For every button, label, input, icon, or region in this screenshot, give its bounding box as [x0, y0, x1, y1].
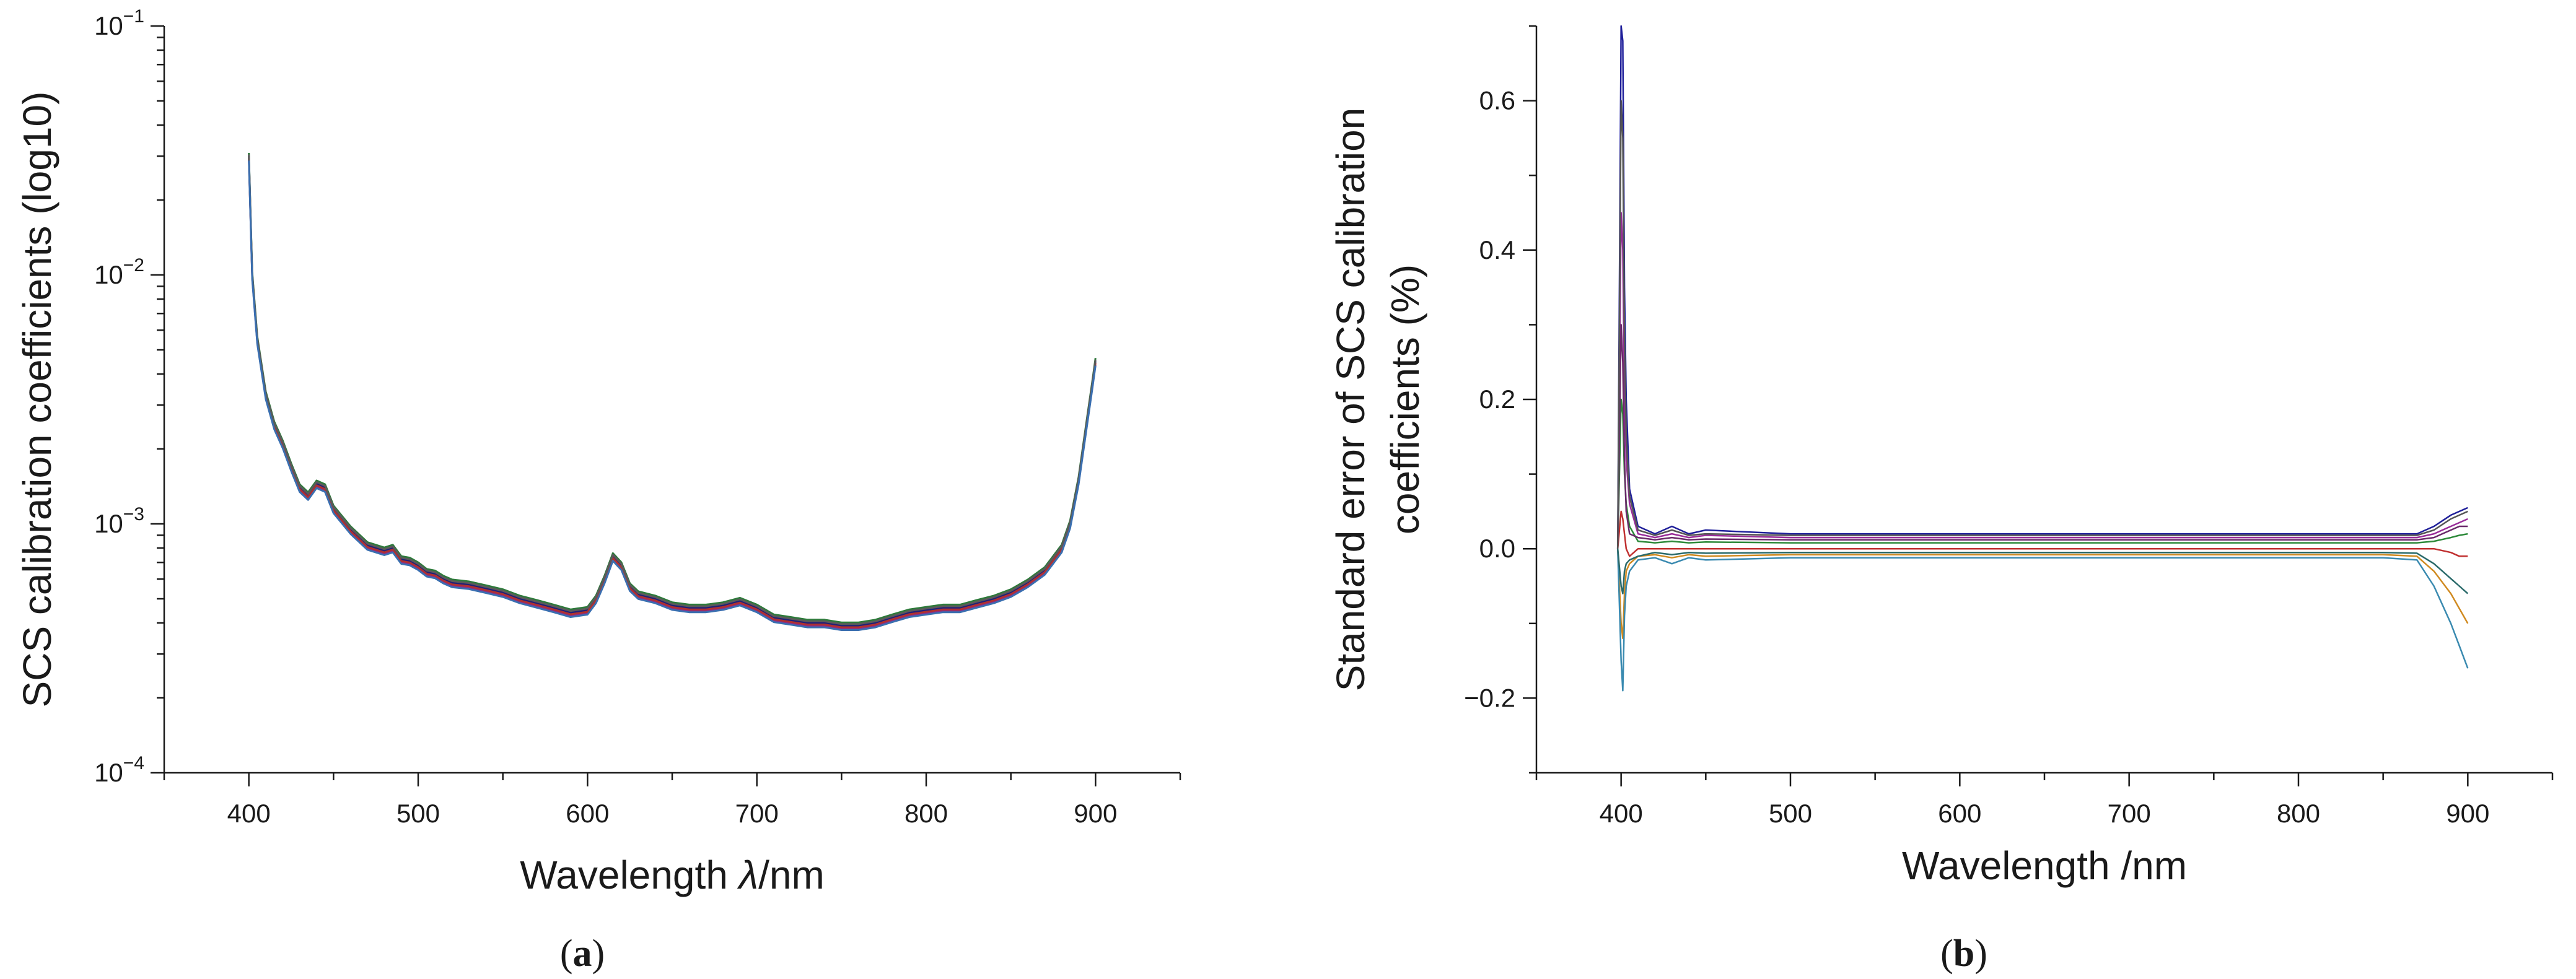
panel-b-y-axis-title-line2: coefficients (%): [1383, 264, 1427, 534]
panel-b-series-line: [1616, 25, 2468, 549]
panel-a-x-tick-label: 700: [735, 799, 779, 828]
panel-a-series-line: [248, 159, 1097, 630]
panel-b-series-line: [1616, 324, 2468, 549]
panel-a-series-line: [248, 160, 1097, 631]
panel-b-x-axis-title: Wavelength /nm: [1902, 843, 2187, 888]
panel-b-series-line: [1616, 510, 2468, 557]
panel-b-series-line: [1616, 212, 2468, 549]
panel-b-y-tick-label: 0.4: [1479, 235, 1515, 264]
panel-b-y-tick-label: 0.6: [1479, 86, 1515, 115]
panel-b-x-tick-label: 500: [1769, 799, 1812, 828]
panel-b-y-tick-label: 0.0: [1479, 534, 1515, 563]
panel-a-y-ticks: 10−4 10−3 10−2 10−1: [94, 6, 164, 787]
panel-b-series-group: [1616, 25, 2469, 692]
panel-b-series-line: [1616, 549, 2469, 640]
panel-b-x-tick-label: 800: [2277, 799, 2320, 828]
panel-a-series-line: [248, 154, 1097, 625]
panel-b: 400 500 600 700 800 900 −0.2 0.0 0.2 0.4 0.6 Stan…: [1328, 25, 2554, 975]
panel-b-x-tick-label: 900: [2446, 799, 2489, 828]
panel-a-x-tick-label: 400: [227, 799, 271, 828]
panel-a-x-tick-label: 500: [396, 799, 440, 828]
panel-b-caption-letter: b: [1953, 933, 1974, 975]
panel-a-x-axis-title: Wavelength λ/nm: [520, 853, 825, 897]
panel-a-x-axis-title-lambda: λ: [737, 853, 759, 897]
panel-b-x-tick-label: 700: [2108, 799, 2151, 828]
panel-b-y-ticks: −0.2 0.0 0.2 0.4 0.6: [1464, 25, 1536, 774]
panel-a-y-axis-title: SCS calibration coefficients (log10): [15, 92, 59, 708]
panel-b-caption: (b): [1940, 933, 1987, 975]
panel-b-y-axis-title-line1: Standard error of SCS calibration: [1328, 108, 1373, 692]
panel-a-caption-letter: a: [573, 933, 592, 975]
panel-a-x-tick-label: 600: [566, 799, 609, 828]
panel-a-y-tick-label: 10−3: [94, 504, 144, 538]
panel-a: 400 500 600 700 800 900 10−4 10−3 10−2 10−1 SCS …: [15, 6, 1181, 975]
panel-a-series-line: [248, 157, 1097, 629]
panel-a-y-tick-label: 10−4: [94, 753, 144, 787]
panel-b-y-tick-label: −0.2: [1464, 683, 1515, 712]
panel-b-y-tick-label: 0.2: [1479, 385, 1515, 414]
panel-a-x-ticks: 400 500 600 700 800 900: [163, 773, 1181, 828]
panel-b-series-line: [1616, 549, 2469, 594]
panel-b-series-line: [1616, 100, 2468, 549]
panel-a-x-tick-label: 800: [905, 799, 948, 828]
panel-b-x-tick-label: 400: [1600, 799, 1643, 828]
panel-b-series-line: [1616, 398, 2468, 549]
panel-b-x-tick-label: 600: [1938, 799, 1981, 828]
panel-b-x-ticks: 400 500 600 700 800 900: [1535, 773, 2554, 828]
panel-a-y-tick-label: 10−2: [94, 255, 144, 289]
panel-a-series-group: [248, 152, 1097, 631]
panel-a-x-tick-label: 900: [1074, 799, 1117, 828]
panel-a-series-line: [248, 156, 1097, 627]
panel-a-x-axis-title-unit: /nm: [758, 853, 825, 897]
panel-a-caption: (a): [560, 933, 605, 975]
panel-a-y-tick-label: 10−1: [94, 6, 144, 40]
panel-b-series-line: [1616, 549, 2469, 692]
panel-a-x-axis-title-text: Wavelength: [520, 853, 738, 897]
